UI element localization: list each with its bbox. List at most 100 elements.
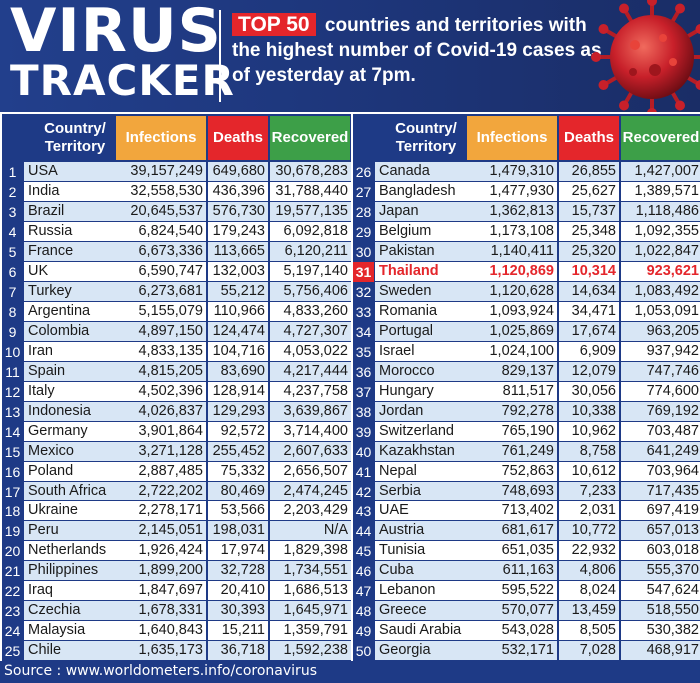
rank-cell: 23 — [4, 603, 21, 620]
deaths-cell: 128,914 — [208, 381, 268, 401]
rank-cell: 18 — [4, 503, 21, 520]
table-row: 50 Georgia 532,171 7,028 468,917 — [353, 641, 700, 661]
infections-cell: 681,617 — [465, 521, 557, 541]
rank-cell: 49 — [355, 623, 372, 640]
table-row: 3 Brazil 20,645,537 576,730 19,577,135 — [2, 201, 351, 222]
table-panel-right: Country/ Territory Infections Deaths Rec… — [353, 114, 700, 661]
recovered-cell: 31,788,440 — [270, 181, 351, 201]
country-cell: Serbia — [375, 481, 465, 501]
table-row: 10 Iran 4,833,135 104,716 4,053,022 — [2, 341, 351, 362]
infections-cell: 1,025,869 — [465, 321, 557, 341]
table-row: 47 Lebanon 595,522 8,024 547,624 — [353, 581, 700, 601]
recovered-cell: 747,746 — [621, 361, 700, 381]
table-row: 21 Philippines 1,899,200 32,728 1,734,551 — [2, 561, 351, 581]
deaths-cell: 25,320 — [559, 241, 619, 261]
recovered-cell: 1,427,007 — [621, 162, 700, 181]
country-cell: Germany — [24, 421, 114, 441]
deaths-cell: 129,293 — [208, 401, 268, 421]
recovered-cell: 1,053,091 — [621, 301, 700, 321]
headline-badge: TOP 50 — [232, 13, 316, 36]
table-row: 36 Morocco 829,137 12,079 747,746 — [353, 361, 700, 382]
table-row: 26 Canada 1,479,310 26,855 1,427,007 — [353, 162, 700, 182]
recovered-cell: 703,964 — [621, 461, 700, 481]
rank-cell: 50 — [355, 643, 372, 660]
deaths-cell: 53,566 — [208, 501, 268, 521]
recovered-cell: 4,833,260 — [270, 301, 351, 321]
recovered-cell: 1,645,971 — [270, 601, 351, 621]
table-row: 44 Austria 681,617 10,772 657,013 — [353, 521, 700, 541]
infections-cell: 543,028 — [465, 621, 557, 641]
infections-cell: 3,901,864 — [114, 421, 206, 441]
table-row: 35 Israel 1,024,100 6,909 937,942 — [353, 341, 700, 362]
infections-cell: 1,477,930 — [465, 181, 557, 201]
infections-cell: 752,863 — [465, 461, 557, 481]
rank-cell: 3 — [8, 203, 17, 220]
rank-cell: 48 — [355, 603, 372, 620]
table-row: 5 France 6,673,336 113,665 6,120,211 — [2, 241, 351, 262]
rank-cell: 7 — [8, 283, 17, 300]
infections-cell: 4,026,837 — [114, 401, 206, 421]
country-cell: Chile — [24, 641, 114, 661]
deaths-cell: 8,758 — [559, 441, 619, 461]
rank-cell: 24 — [4, 623, 21, 640]
column-header-infections: Infections — [467, 116, 557, 160]
deaths-cell: 10,772 — [559, 521, 619, 541]
table-row: 13 Indonesia 4,026,837 129,293 3,639,867 — [2, 401, 351, 422]
country-cell: Netherlands — [24, 541, 114, 561]
rank-cell: 35 — [355, 343, 372, 360]
title-virus: VIRUS — [10, 0, 222, 66]
infections-cell: 5,155,079 — [114, 301, 206, 321]
country-cell: Belgium — [375, 221, 465, 241]
recovered-cell: 657,013 — [621, 521, 700, 541]
infections-cell: 1,024,100 — [465, 341, 557, 361]
deaths-cell: 36,718 — [208, 641, 268, 661]
infections-cell: 2,722,202 — [114, 481, 206, 501]
recovered-cell: 641,249 — [621, 441, 700, 461]
infections-cell: 829,137 — [465, 361, 557, 381]
country-cell: Greece — [375, 601, 465, 621]
country-cell: Jordan — [375, 401, 465, 421]
deaths-cell: 198,031 — [208, 521, 268, 541]
infections-cell: 748,693 — [465, 481, 557, 501]
table-rows-right: 26 Canada 1,479,310 26,855 1,427,007 27 Bangla… — [353, 162, 700, 661]
table-row: 14 Germany 3,901,864 92,572 3,714,400 — [2, 421, 351, 442]
deaths-cell: 20,410 — [208, 581, 268, 601]
rank-cell: 43 — [355, 503, 372, 520]
deaths-cell: 104,716 — [208, 341, 268, 361]
table-row: 6 UK 6,590,747 132,003 5,197,140 — [2, 261, 351, 282]
rank-cell: 25 — [4, 643, 21, 660]
rank-cell: 39 — [355, 423, 372, 440]
rank-cell: 38 — [355, 403, 372, 420]
deaths-cell: 32,728 — [208, 561, 268, 581]
infections-cell: 713,402 — [465, 501, 557, 521]
table-row: 20 Netherlands 1,926,424 17,974 1,829,398 — [2, 541, 351, 561]
header-banner: VIRUS TRACKER TOP 50 countries and terri… — [0, 0, 700, 112]
column-header-infections: Infections — [116, 116, 206, 160]
recovered-cell: 6,120,211 — [270, 241, 351, 261]
infections-cell: 1,847,697 — [114, 581, 206, 601]
country-cell: Bangladesh — [375, 181, 465, 201]
recovered-cell: 5,756,406 — [270, 281, 351, 301]
deaths-cell: 75,332 — [208, 461, 268, 481]
infections-cell: 32,558,530 — [114, 181, 206, 201]
country-cell: Hungary — [375, 381, 465, 401]
rank-cell: 5 — [8, 243, 17, 260]
rank-cell: 2 — [8, 183, 17, 200]
rank-cell: 32 — [355, 283, 372, 300]
country-cell: UK — [24, 261, 114, 281]
table-row: 37 Hungary 811,517 30,056 774,600 — [353, 381, 700, 402]
recovered-cell: 1,829,398 — [270, 541, 351, 561]
deaths-cell: 15,737 — [559, 201, 619, 221]
infections-cell: 39,157,249 — [114, 162, 206, 181]
deaths-cell: 436,396 — [208, 181, 268, 201]
recovered-cell: 923,621 — [621, 261, 700, 281]
table-row: 4 Russia 6,824,540 179,243 6,092,818 — [2, 221, 351, 242]
country-cell: Iran — [24, 341, 114, 361]
recovered-cell: 1,389,571 — [621, 181, 700, 201]
infections-cell: 1,140,411 — [465, 241, 557, 261]
country-cell: Poland — [24, 461, 114, 481]
deaths-cell: 92,572 — [208, 421, 268, 441]
recovered-cell: 2,474,245 — [270, 481, 351, 501]
recovered-cell: 468,917 — [621, 641, 700, 661]
deaths-cell: 124,474 — [208, 321, 268, 341]
